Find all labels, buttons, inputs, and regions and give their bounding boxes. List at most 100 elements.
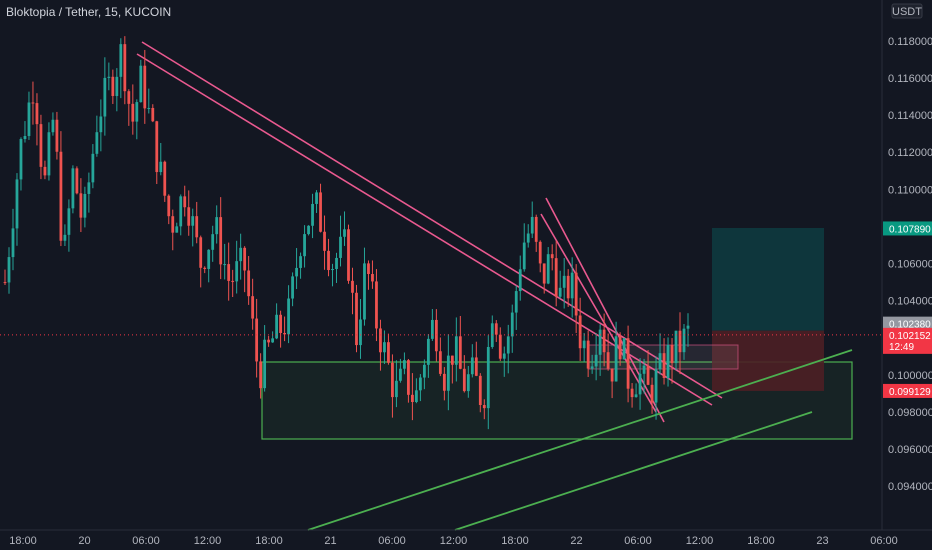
candle-body (279, 314, 282, 333)
candle-body (79, 193, 83, 218)
time-tick-label: 23 (816, 535, 828, 547)
candle-body (514, 291, 518, 313)
support-trendline (307, 349, 853, 531)
time-tick-label: 18:00 (501, 535, 529, 547)
candle-body (295, 267, 298, 277)
support-trendline (454, 411, 813, 531)
candle-body (411, 394, 414, 403)
candle-body (678, 330, 682, 353)
candle-body (630, 388, 634, 398)
candle-body (542, 263, 546, 284)
time-tick-label: 20 (78, 535, 90, 547)
candle-body (63, 234, 67, 241)
candle-body (478, 375, 482, 406)
candle-body (343, 229, 346, 237)
candle-body (454, 336, 458, 365)
candle-body (107, 76, 111, 78)
candle-body (570, 272, 574, 299)
candle-body (47, 132, 51, 176)
candle-body (598, 329, 602, 355)
candle-body (622, 338, 626, 360)
price-tag-value: 0.102380 (889, 320, 931, 331)
candle-countdown: 12:49 (889, 342, 914, 353)
candle-body (666, 344, 670, 378)
candle-body (91, 153, 95, 183)
candle-body (247, 270, 251, 297)
time-tick-label: 12:00 (686, 535, 714, 547)
candle-body (315, 192, 318, 204)
candle-body (395, 380, 398, 398)
price-tick-label: 0.104000 (888, 296, 932, 308)
drawings-layer (136, 41, 853, 531)
time-tick-label: 18:00 (9, 535, 37, 547)
time-tick-label: 18:00 (255, 535, 283, 547)
currency-label: USDT (892, 6, 922, 18)
candle-body (151, 107, 155, 122)
candle-body (510, 312, 514, 337)
candle-body (327, 250, 330, 271)
candle-body (155, 121, 159, 173)
candle-body (686, 325, 690, 329)
candle-body (335, 257, 338, 270)
candle-body (498, 334, 502, 359)
candle-body (35, 103, 39, 125)
candle-body (534, 216, 538, 242)
candle-body (111, 76, 115, 97)
candle-body (682, 328, 686, 353)
candle-body (199, 237, 203, 268)
candle-body (371, 274, 374, 282)
price-tick-label: 0.100000 (888, 370, 932, 382)
candle-body (319, 192, 322, 232)
candle-body (167, 195, 171, 217)
candle-body (418, 377, 422, 391)
candle-body (243, 247, 247, 271)
candle-body (119, 44, 123, 77)
candle-body (71, 168, 75, 209)
price-tick-label: 0.116000 (888, 73, 932, 85)
candle-body (546, 254, 550, 284)
candle-body (594, 354, 598, 367)
candle-body (3, 282, 7, 284)
candle-body (303, 234, 306, 257)
candle-body (646, 365, 650, 385)
candle-body (207, 249, 211, 269)
candle-body (87, 182, 91, 194)
candle-body (550, 254, 554, 259)
candle-body (614, 336, 618, 382)
candle-body (307, 225, 310, 235)
candle-body (442, 373, 446, 391)
last-price-value: 0.102152 (889, 331, 931, 342)
candle-body (486, 346, 490, 409)
candle-body (399, 368, 402, 381)
candle-body (438, 351, 442, 374)
candle-body (23, 136, 27, 140)
candle-body (538, 241, 542, 264)
candle-body (331, 269, 334, 271)
candle-body (446, 355, 450, 391)
price-tag-value: 0.099129 (889, 387, 931, 398)
candle-body (31, 102, 35, 104)
candle-body (263, 339, 267, 389)
candle-body (323, 231, 326, 251)
candle-body (474, 357, 478, 376)
candle-body (223, 264, 227, 266)
candle-body (123, 44, 127, 92)
price-tick-label: 0.118000 (888, 36, 932, 48)
time-tick-label: 06:00 (624, 535, 652, 547)
candle-body (662, 353, 666, 378)
price-tick-label: 0.096000 (888, 444, 932, 456)
candle-body (135, 102, 139, 122)
candle-body (415, 390, 418, 403)
candle-body (19, 139, 23, 180)
candle-body (558, 287, 562, 297)
candle-body (7, 257, 11, 283)
time-axis[interactable]: 18:00 20 06:00 12:00 18:00 21 06:00 12:00 18:00 2… (9, 535, 898, 547)
candle-body (462, 368, 466, 392)
candle-body (434, 319, 438, 352)
price-tick-label: 0.112000 (888, 147, 932, 159)
candle-body (183, 196, 187, 208)
candle-body (11, 228, 15, 258)
candle-body (43, 166, 47, 176)
candle-body (530, 216, 534, 234)
